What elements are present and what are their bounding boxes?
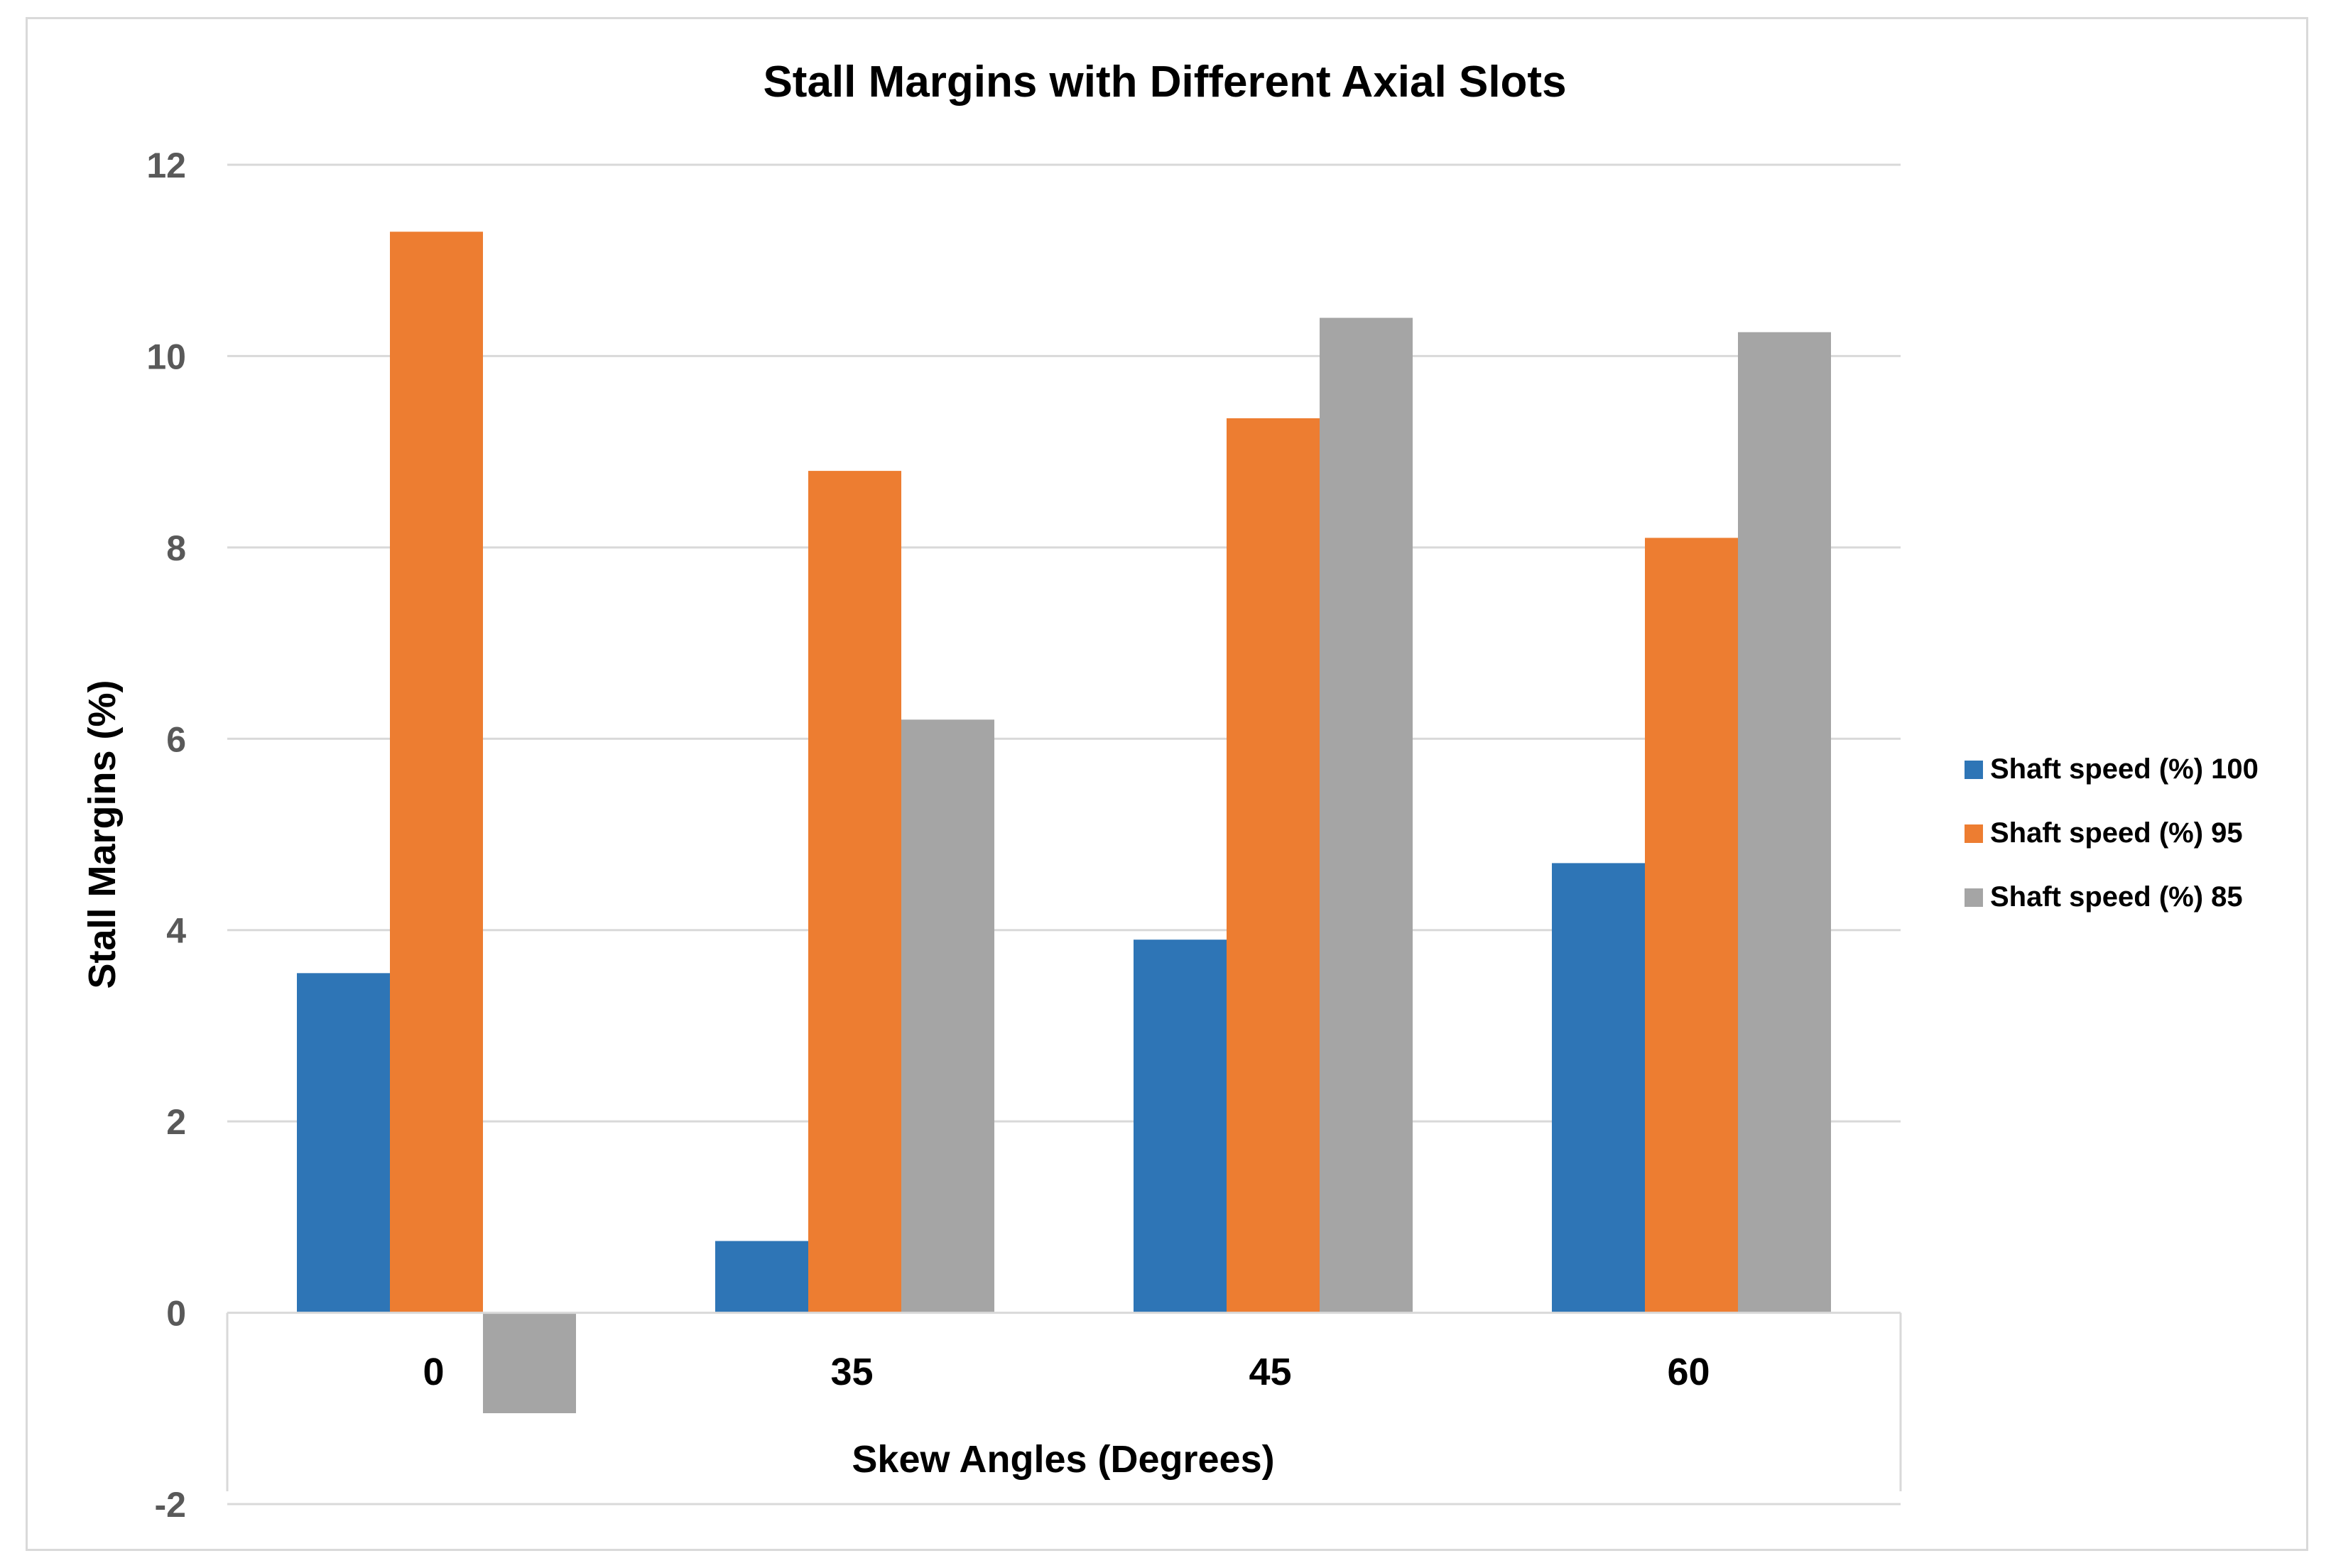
y-tick-label: 0 (166, 1294, 186, 1334)
y-tick-label: 4 (166, 911, 186, 951)
bar-speed-95-60 (1645, 538, 1738, 1313)
bar-speed-85-35 (901, 719, 994, 1313)
bar-speed-100-60 (1552, 863, 1645, 1313)
y-tick-label: -2 (155, 1485, 186, 1525)
legend-label: Shaft speed (%) 100 (1990, 753, 2259, 785)
x-axis-ticks: 0 35 45 60 (423, 1351, 1710, 1393)
legend-label: Shaft speed (%) 85 (1990, 881, 2243, 913)
bar-speed-95-45 (1227, 418, 1320, 1313)
y-tick-label: 8 (166, 528, 186, 568)
bar-speed-100-0 (297, 973, 390, 1313)
legend-swatch (1965, 888, 1983, 907)
bars (227, 232, 1901, 1414)
y-tick-label: 10 (146, 337, 186, 376)
bar-speed-85-45 (1320, 317, 1413, 1313)
x-axis-label: Skew Angles (Degrees) (852, 1438, 1274, 1481)
legend-label: Shaft speed (%) 95 (1990, 817, 2243, 849)
y-tick-label: 12 (146, 146, 186, 185)
bar-speed-100-45 (1134, 940, 1227, 1313)
bar-speed-100-35 (715, 1241, 808, 1313)
bar-speed-95-0 (390, 232, 483, 1313)
chart-title: Stall Margins with Different Axial Slots (763, 58, 1566, 107)
y-axis-label: Stall Margins (%) (81, 680, 124, 989)
x-tick-label: 35 (830, 1351, 873, 1393)
x-tick-label: 0 (423, 1351, 444, 1393)
bar-speed-85-60 (1738, 332, 1831, 1313)
x-tick-label: 60 (1667, 1351, 1710, 1393)
y-axis-ticks: -2 0 2 4 6 8 10 12 (146, 146, 186, 1525)
y-tick-label: 6 (166, 719, 186, 759)
legend-swatch (1965, 824, 1983, 843)
bar-speed-95-35 (808, 471, 901, 1313)
bar-speed-85-0 (483, 1312, 576, 1414)
x-tick-label: 45 (1249, 1351, 1291, 1393)
legend: Shaft speed (%) 100 Shaft speed (%) 95 Sha… (1965, 753, 2259, 913)
y-tick-label: 2 (166, 1102, 186, 1142)
legend-swatch (1965, 761, 1983, 779)
